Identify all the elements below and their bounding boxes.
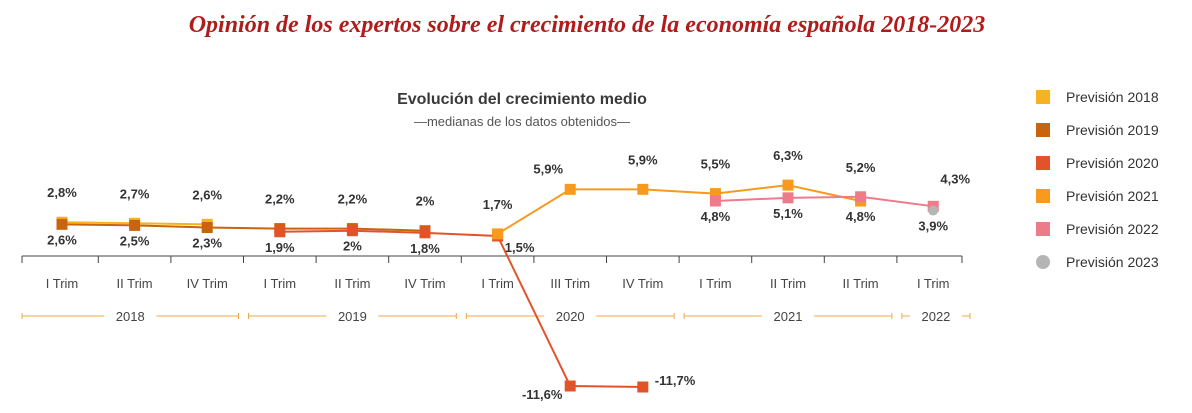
legend-item: Previsión 2023 (1036, 245, 1186, 278)
legend-item: Previsión 2018 (1036, 80, 1186, 113)
year-label: 2019 (338, 309, 367, 324)
data-label: 5,2% (846, 160, 876, 175)
data-label: 1,5% (505, 240, 535, 255)
data-label: 4,8% (701, 209, 731, 224)
legend-label: Previsión 2019 (1066, 121, 1159, 138)
data-label: 1,8% (410, 241, 440, 256)
legend: Previsión 2018 Previsión 2019 Previsión 20… (1036, 80, 1186, 278)
data-label: 4,8% (846, 209, 876, 224)
data-label: 4,3% (940, 171, 970, 186)
legend-label: Previsión 2018 (1066, 88, 1159, 105)
data-point (419, 227, 431, 239)
data-label: 5,1% (773, 206, 803, 221)
chart-title: Evolución del crecimiento medio (397, 91, 647, 108)
data-point (782, 179, 794, 191)
legend-item: Previsión 2022 (1036, 212, 1186, 245)
data-label: 2,6% (47, 232, 77, 247)
series-line (279, 229, 643, 388)
data-point (492, 228, 504, 240)
series-line (497, 184, 861, 235)
data-label: 5,5% (701, 157, 731, 172)
data-label: -11,7% (655, 373, 696, 388)
legend-item: Previsión 2020 (1036, 146, 1186, 179)
x-tick-label: II Trim (334, 276, 370, 291)
legend-item: Previsión 2019 (1036, 113, 1186, 146)
data-label: 3,9% (918, 219, 948, 234)
data-label: 2% (416, 194, 435, 209)
data-point (637, 381, 649, 393)
year-label: 2020 (556, 309, 585, 324)
data-point (201, 222, 213, 234)
legend-swatch (1036, 254, 1050, 269)
legend-item: Previsión 2021 (1036, 179, 1186, 212)
legend-label: Previsión 2021 (1066, 187, 1159, 204)
x-tick-label: IV Trim (622, 276, 663, 291)
data-label: 2,8% (47, 185, 77, 200)
x-tick-label: I Trim (264, 276, 297, 291)
data-label: -11,6% (522, 387, 563, 402)
data-point (56, 218, 68, 230)
data-label: 2% (343, 239, 362, 254)
x-tick-label: I Trim (46, 276, 79, 291)
year-label: 2022 (921, 309, 950, 324)
data-point (564, 183, 576, 195)
x-tick-label: IV Trim (187, 276, 228, 291)
data-point (709, 195, 721, 207)
data-label: 2,6% (192, 187, 222, 202)
legend-swatch (1036, 188, 1050, 203)
legend-swatch (1036, 122, 1050, 137)
chart-subtitle: —medianas de los datos obtenidos— (414, 114, 630, 129)
legend-swatch (1036, 155, 1050, 170)
legend-label: Previsión 2022 (1066, 220, 1159, 237)
data-label: 2,3% (192, 236, 222, 251)
x-tick-label: IV Trim (404, 276, 445, 291)
page-title: Opinión de los expertos sobre el crecimi… (188, 12, 986, 38)
growth-chart: Evolución del crecimiento medio —mediana… (21, 91, 971, 402)
data-label: 6,3% (773, 148, 803, 163)
x-tick-label: I Trim (699, 276, 732, 291)
legend-swatch (1036, 221, 1050, 236)
data-point (928, 205, 939, 216)
year-label: 2021 (774, 309, 803, 324)
data-label: 5,9% (533, 161, 563, 176)
data-point (782, 192, 794, 204)
data-point (129, 219, 141, 231)
year-label: 2018 (116, 309, 145, 324)
x-tick-label: II Trim (770, 276, 806, 291)
legend-label: Previsión 2023 (1066, 253, 1159, 270)
data-label: 2,5% (120, 233, 150, 248)
data-label: 2,2% (265, 192, 295, 207)
data-point (855, 191, 867, 203)
data-point (709, 188, 721, 200)
series-line (715, 195, 934, 208)
legend-label: Previsión 2020 (1066, 154, 1159, 171)
data-point (274, 226, 286, 238)
x-tick-label: II Trim (117, 276, 153, 291)
legend-swatch (1036, 89, 1050, 104)
data-point (564, 380, 576, 392)
x-tick-label: II Trim (843, 276, 879, 291)
data-point (637, 183, 649, 195)
data-label: 5,9% (628, 152, 658, 167)
data-point (346, 225, 358, 237)
data-label: 2,7% (120, 186, 150, 201)
data-label: 1,9% (265, 240, 295, 255)
x-tick-label: III Trim (550, 276, 590, 291)
data-label: 2,2% (338, 192, 368, 207)
data-label: 1,7% (483, 197, 513, 212)
series-line (61, 223, 426, 232)
x-tick-label: I Trim (481, 276, 514, 291)
x-tick-label: I Trim (917, 276, 950, 291)
